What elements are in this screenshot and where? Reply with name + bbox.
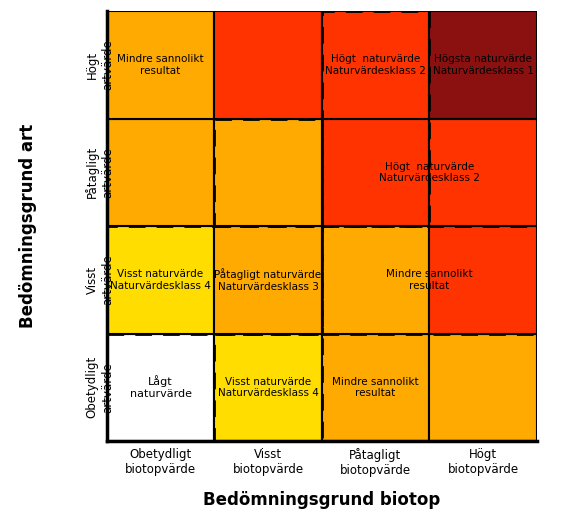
Bar [322,334,429,441]
Text: Lågt
naturvärde: Lågt naturvärde [129,375,191,399]
Text: Mindre sannolikt
resultat: Mindre sannolikt resultat [332,376,419,398]
X-axis label: Bedömningsgrund biotop: Bedömningsgrund biotop [203,491,440,509]
Bar [429,119,536,226]
Text: Högt  naturvärde
Naturvärdesklass 2: Högt naturvärde Naturvärdesklass 2 [325,54,426,75]
Bar [322,11,429,119]
Text: Mindre sannolikt
resultat: Mindre sannolikt resultat [386,269,473,291]
Bar [322,226,429,334]
Bar [107,11,214,119]
Text: Visst naturvärde
Naturvärdesklass 4: Visst naturvärde Naturvärdesklass 4 [110,269,211,291]
Bar [107,334,214,441]
Bar [107,226,322,334]
Bar [322,11,429,226]
Text: Visst naturvärde
Naturvärdesklass 4: Visst naturvärde Naturvärdesklass 4 [218,376,318,398]
Bar [429,334,536,441]
Bar [107,226,214,334]
Bar [107,119,214,226]
Bar [322,226,536,334]
Bar [214,226,322,334]
Bar [429,11,536,119]
Text: Högsta naturvärde
Naturvärdesklass 1: Högsta naturvärde Naturvärdesklass 1 [433,54,534,75]
Y-axis label: Bedömningsgrund art: Bedömningsgrund art [19,124,37,328]
Bar [322,119,429,226]
Text: Påtagligt naturvärde
Naturvärdesklass 3: Påtagligt naturvärde Naturvärdesklass 3 [215,268,321,292]
Text: Mindre sannolikt
resultat: Mindre sannolikt resultat [117,54,204,75]
Bar [214,334,322,441]
Bar [214,11,322,119]
Bar [214,119,322,226]
Bar [429,226,536,334]
Bar [214,334,322,441]
Bar [214,119,322,226]
Text: Högt  naturvärde
Naturvärdesklass 2: Högt naturvärde Naturvärdesklass 2 [379,162,480,183]
